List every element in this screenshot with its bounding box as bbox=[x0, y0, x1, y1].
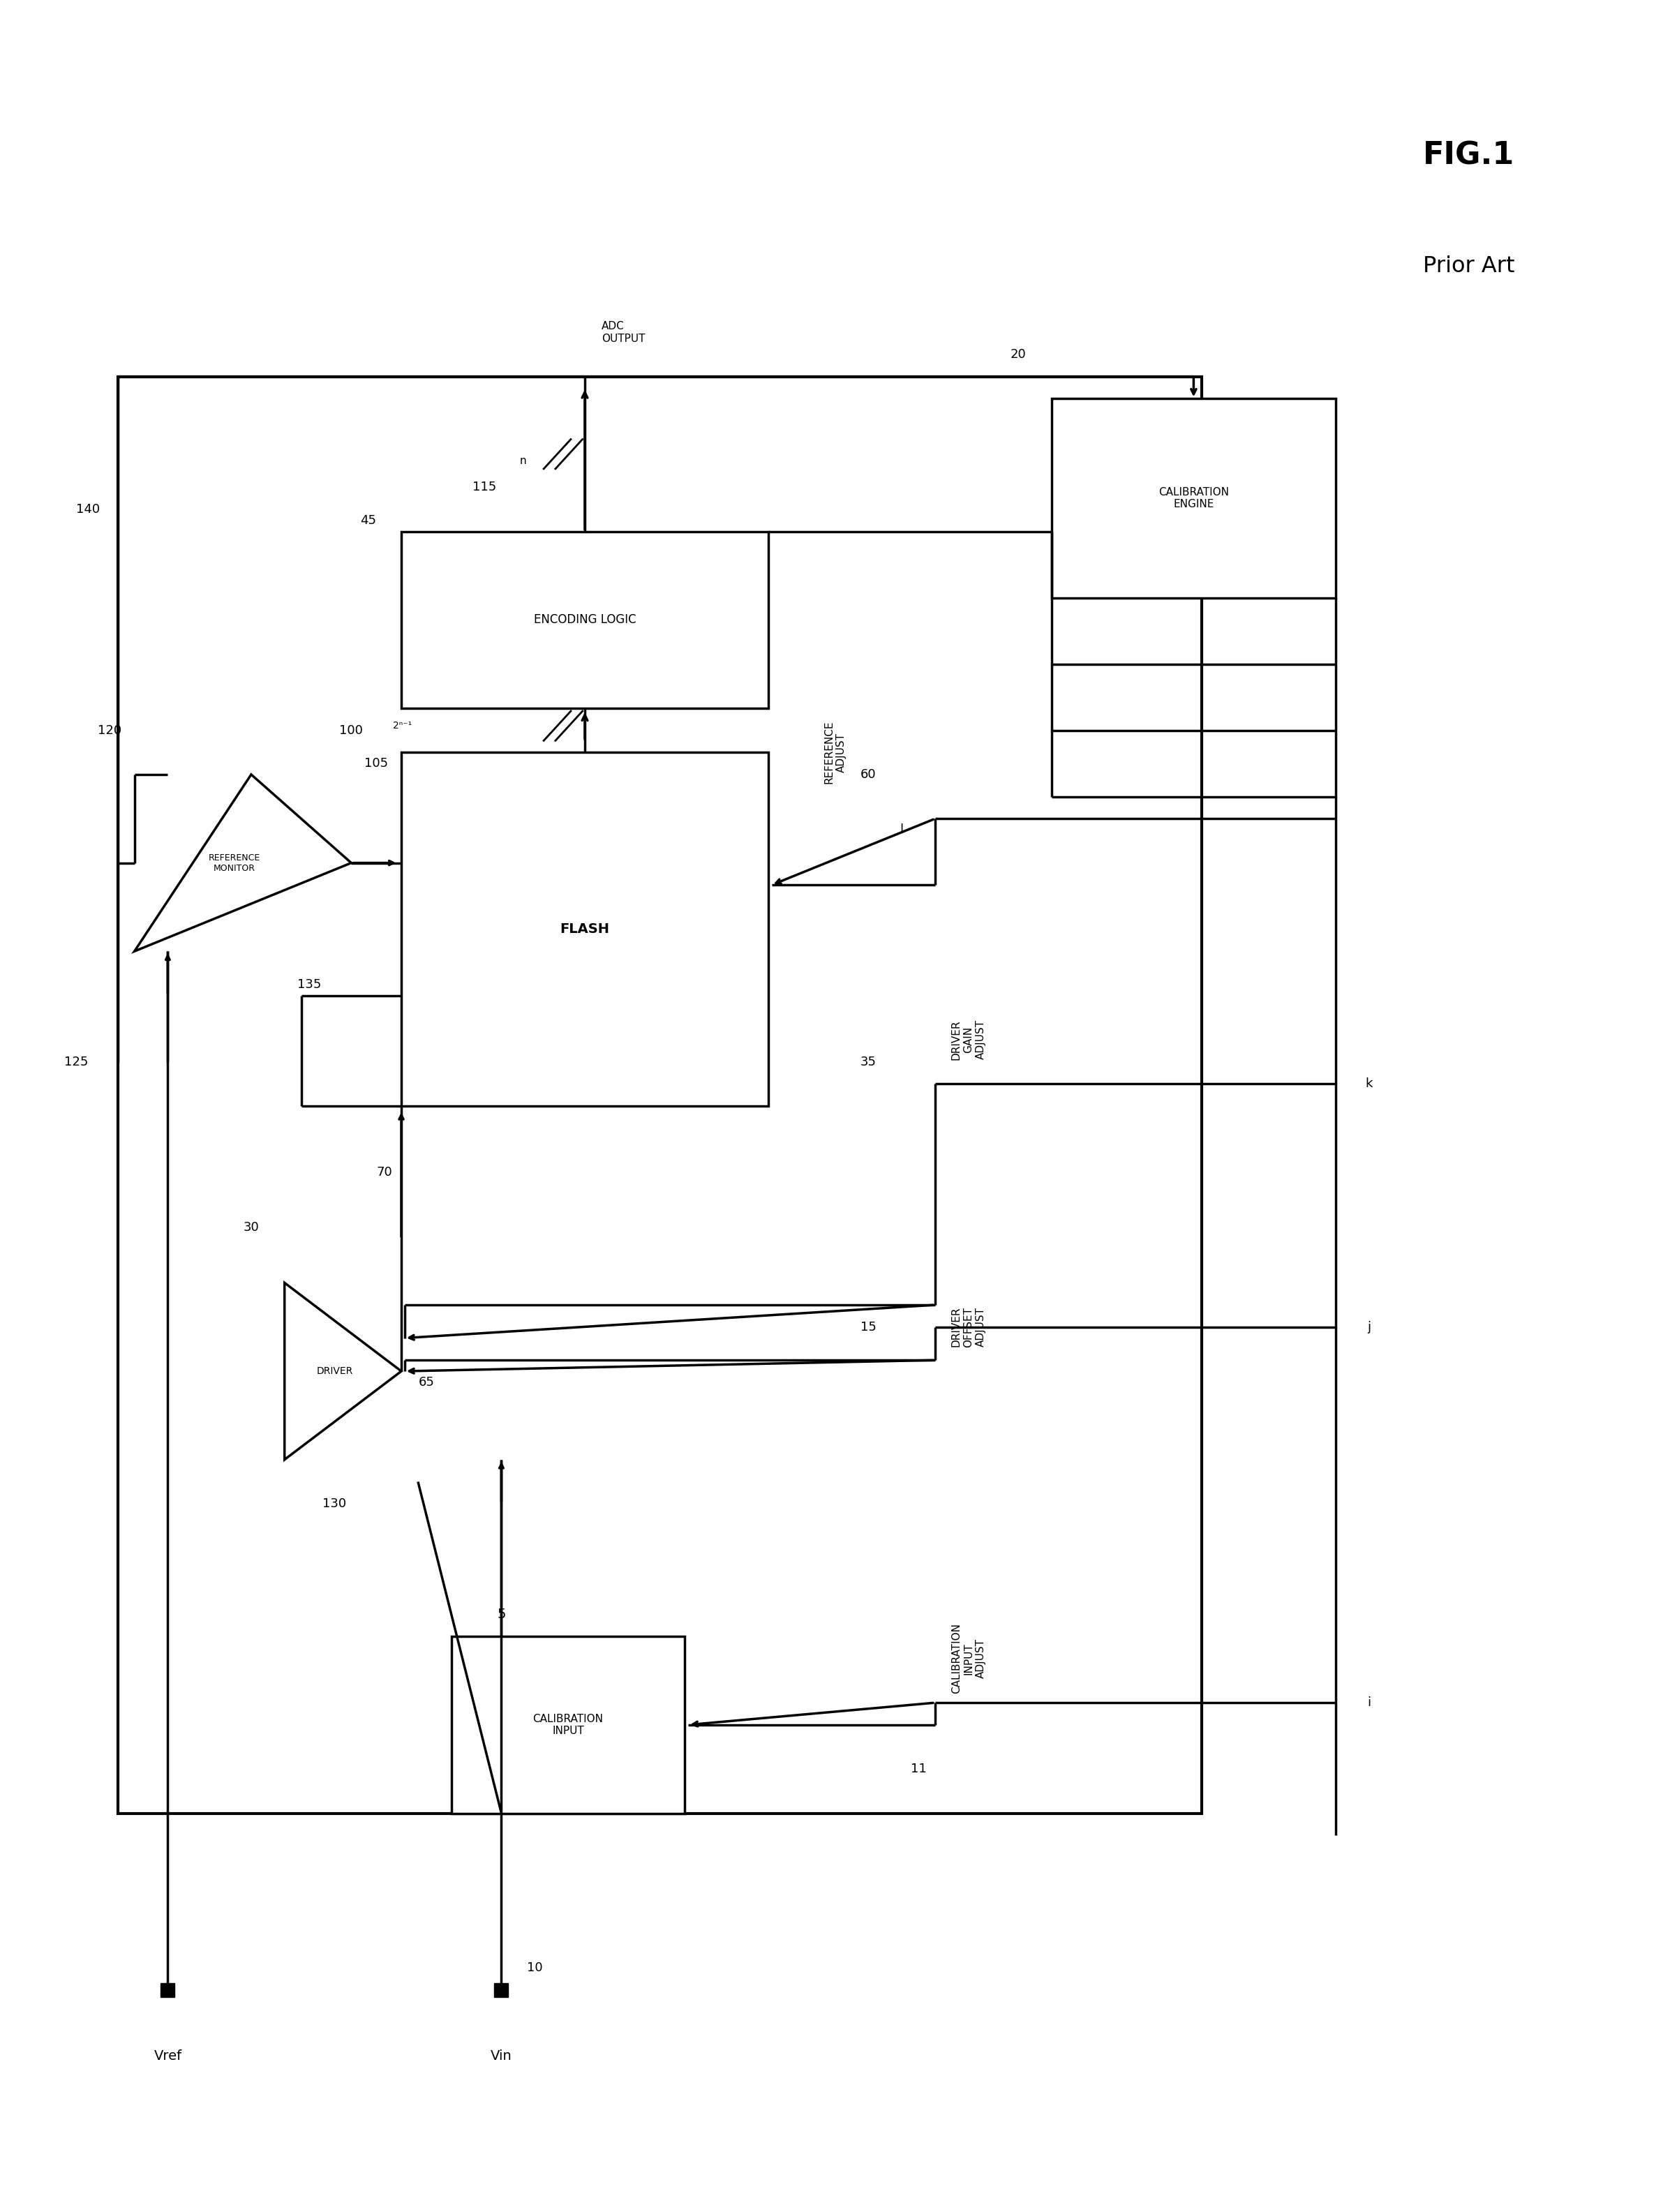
Text: 5: 5 bbox=[498, 1608, 506, 1621]
Text: 120: 120 bbox=[97, 723, 122, 737]
Text: i: i bbox=[1368, 1697, 1371, 1710]
Text: 115: 115 bbox=[473, 480, 496, 493]
Text: 135: 135 bbox=[297, 978, 322, 991]
Text: CALIBRATION
INPUT: CALIBRATION INPUT bbox=[533, 1714, 603, 1736]
Text: n: n bbox=[519, 456, 526, 467]
Bar bbox=[401, 531, 768, 708]
Text: REFERENCE
ADJUST: REFERENCE ADJUST bbox=[823, 721, 847, 783]
Bar bbox=[1052, 398, 1336, 597]
Text: 45: 45 bbox=[361, 513, 376, 526]
Text: Vin: Vin bbox=[491, 2051, 513, 2064]
Text: 105: 105 bbox=[364, 757, 387, 770]
Text: ENCODING LOGIC: ENCODING LOGIC bbox=[534, 613, 636, 626]
Text: DRIVER
OFFSET
ADJUST: DRIVER OFFSET ADJUST bbox=[952, 1307, 985, 1347]
Text: 30: 30 bbox=[244, 1221, 259, 1234]
Text: 100: 100 bbox=[339, 723, 362, 737]
Text: FIG.1: FIG.1 bbox=[1423, 142, 1515, 170]
Text: Vref: Vref bbox=[154, 2051, 182, 2064]
Polygon shape bbox=[134, 774, 351, 951]
Text: ADC
OUTPUT: ADC OUTPUT bbox=[601, 321, 645, 343]
Text: 65: 65 bbox=[419, 1376, 434, 1389]
Bar bbox=[117, 376, 1202, 1814]
Text: 10: 10 bbox=[526, 1962, 543, 1973]
Text: 35: 35 bbox=[860, 1055, 877, 1068]
Text: REFERENCE
MONITOR: REFERENCE MONITOR bbox=[209, 854, 261, 874]
Text: DRIVER
GAIN
ADJUST: DRIVER GAIN ADJUST bbox=[952, 1020, 985, 1060]
Text: 70: 70 bbox=[377, 1166, 392, 1179]
Text: l: l bbox=[900, 823, 903, 836]
Text: 2ⁿ⁻¹: 2ⁿ⁻¹ bbox=[392, 721, 412, 730]
Text: j: j bbox=[1368, 1321, 1371, 1334]
Text: CALIBRATION
INPUT
ADJUST: CALIBRATION INPUT ADJUST bbox=[952, 1624, 985, 1694]
Text: DRIVER: DRIVER bbox=[316, 1367, 352, 1376]
Bar bbox=[451, 1637, 685, 1814]
Text: CALIBRATION
ENGINE: CALIBRATION ENGINE bbox=[1159, 487, 1229, 509]
Text: 140: 140 bbox=[75, 502, 100, 515]
Text: 20: 20 bbox=[1010, 347, 1027, 361]
Text: 11: 11 bbox=[910, 1763, 927, 1776]
Text: Prior Art: Prior Art bbox=[1423, 254, 1515, 276]
Text: 15: 15 bbox=[860, 1321, 877, 1334]
Polygon shape bbox=[284, 1283, 401, 1460]
Text: FLASH: FLASH bbox=[559, 922, 610, 936]
Text: 130: 130 bbox=[322, 1498, 346, 1511]
Bar bbox=[401, 752, 768, 1106]
Text: 125: 125 bbox=[63, 1055, 89, 1068]
Text: 60: 60 bbox=[860, 768, 877, 781]
Text: k: k bbox=[1364, 1077, 1373, 1091]
